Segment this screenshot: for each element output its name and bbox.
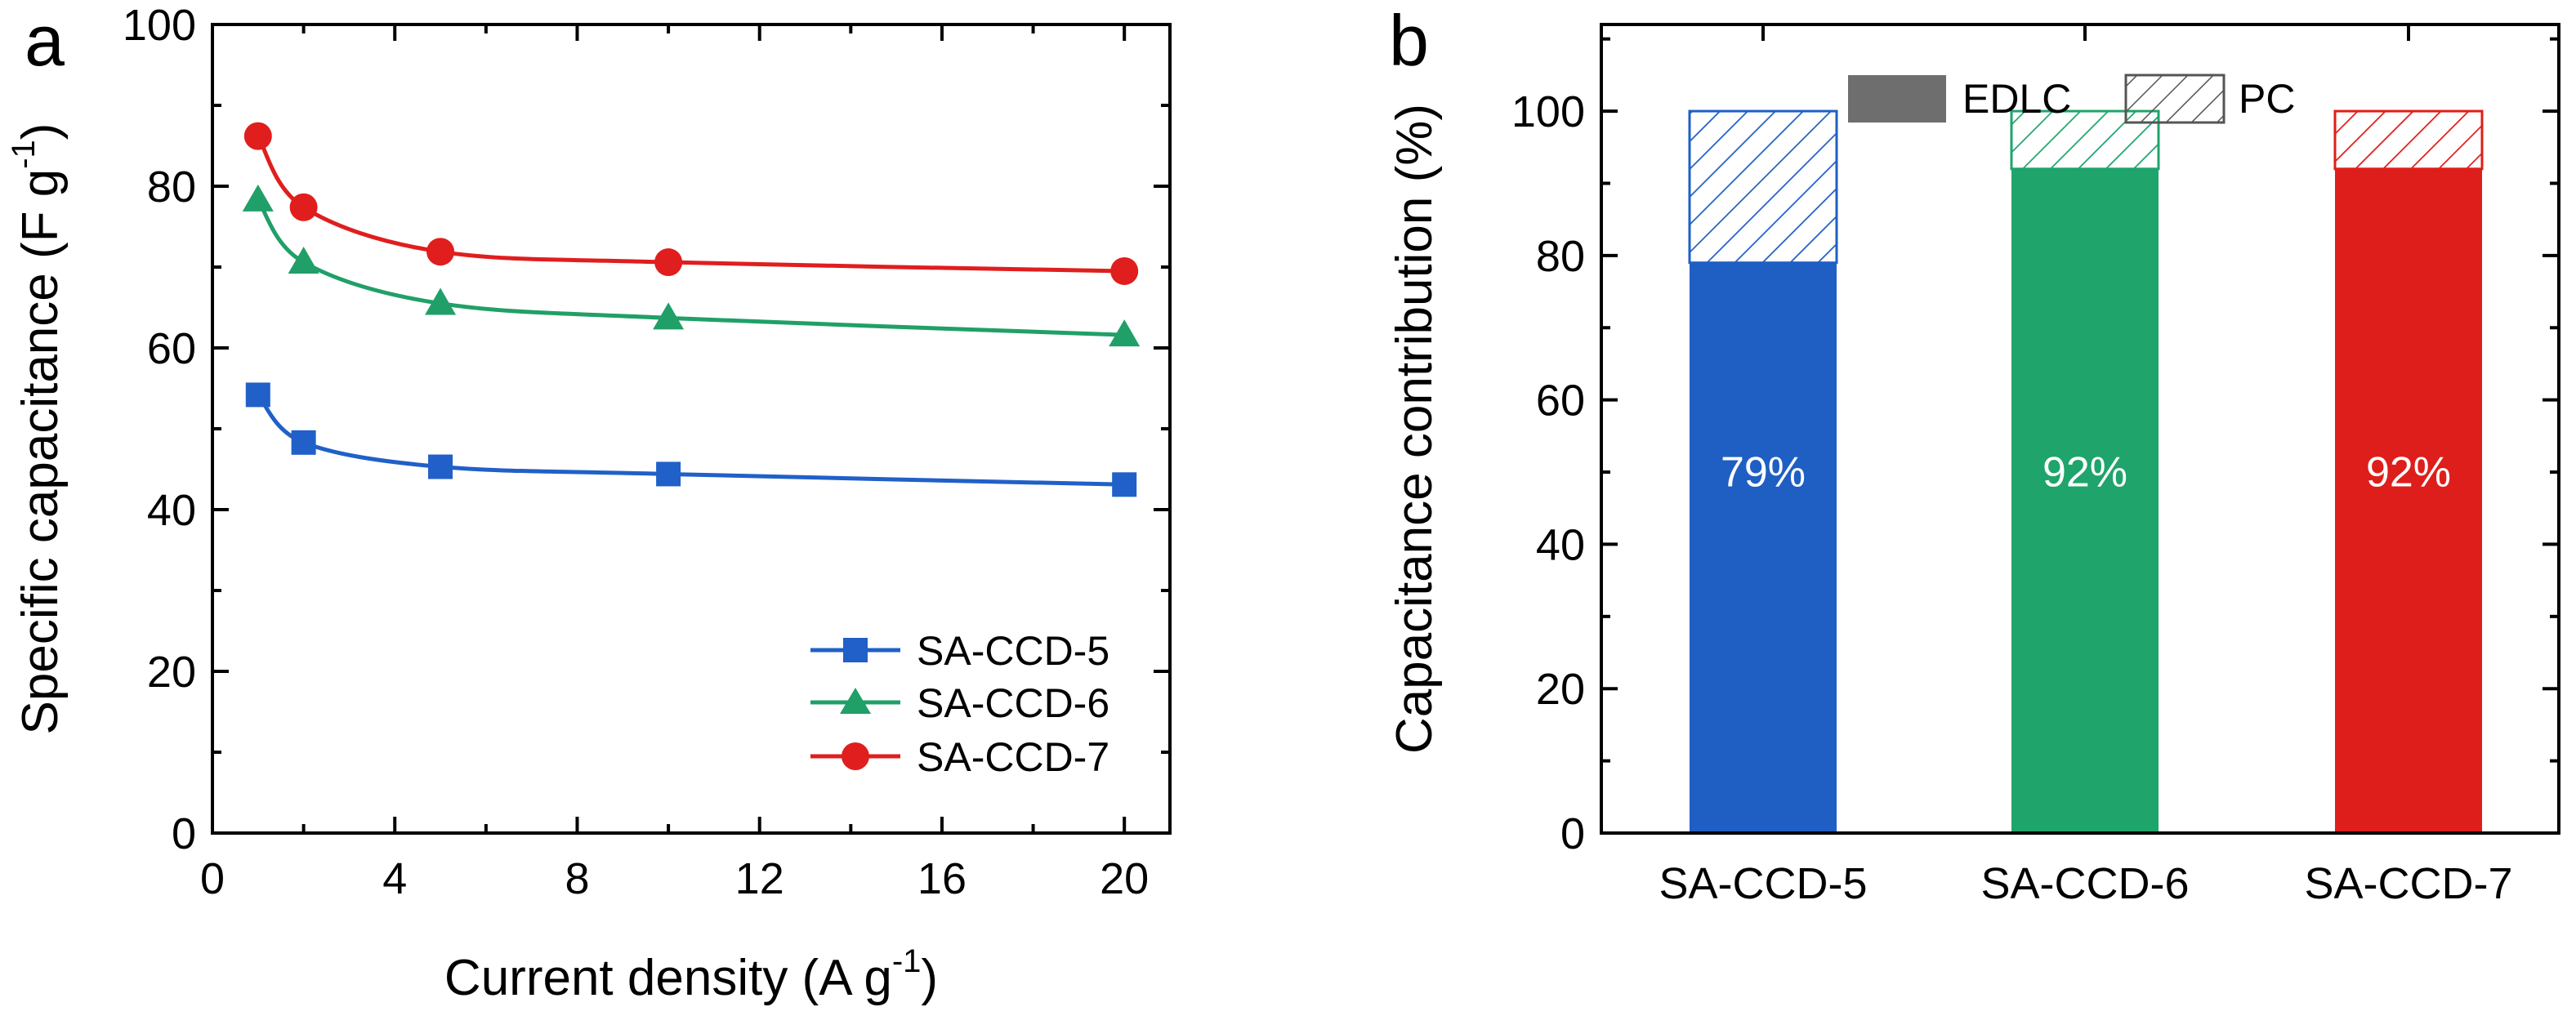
x-tick-label: 4	[382, 854, 407, 903]
y-tick-label: 20	[1536, 665, 1585, 714]
data-point-sa-ccd-7	[426, 238, 455, 266]
panel-b-legend: EDLC PC	[1848, 74, 2295, 124]
data-point-sa-ccd-7	[654, 248, 683, 277]
legend-label-sa-ccd-6: SA-CCD-6	[917, 680, 1109, 726]
data-point-sa-ccd-7	[1110, 256, 1139, 285]
bar-value-label: 92%	[2042, 449, 2127, 497]
legend-triangle-marker	[840, 688, 871, 714]
x-tick-label-sa-ccd-5: SA-CCD-5	[1659, 859, 1867, 908]
panel-a-plot-frame	[211, 23, 1172, 835]
x-tick-label: 16	[917, 854, 967, 903]
panel-a-letter: a	[25, 0, 65, 81]
x-tick-label: 20	[1100, 854, 1149, 903]
data-point-sa-ccd-6	[653, 302, 685, 330]
legend-label-edlc: EDLC	[1962, 76, 2071, 122]
data-point-sa-ccd-5	[245, 382, 270, 408]
legend-label-pc: PC	[2239, 76, 2295, 122]
y-tick-label: 60	[1536, 377, 1585, 426]
y-tick-label: 0	[172, 809, 196, 858]
series-line-sa-ccd-7	[256, 135, 1125, 274]
legend-swatch-edlc	[1848, 75, 1946, 123]
legend-item-sa-ccd-5: SA-CCD-5	[810, 628, 1109, 674]
data-point-sa-ccd-7	[243, 122, 272, 150]
bar-pc-sa-ccd-6	[2010, 109, 2160, 171]
data-point-sa-ccd-7	[289, 193, 318, 221]
y-tick-label: 100	[1511, 87, 1585, 136]
legend-item-sa-ccd-7: SA-CCD-7	[810, 734, 1109, 780]
panel-b-bar-chart: b 0 20 40 60 80 100 SA-CCD-5 SA-CCD-6 SA-CCD-7 7…	[1386, 0, 2560, 908]
x-tick-label: 8	[565, 854, 589, 903]
bar-edlc-sa-ccd-5	[1690, 262, 1837, 834]
data-point-sa-ccd-6	[425, 287, 457, 315]
series-line-sa-ccd-5	[256, 393, 1125, 487]
panel-b-plot-frame	[1600, 23, 2560, 835]
legend-swatch-pc	[2124, 74, 2226, 124]
panel-a-x-axis-title: Current density (A g-1)	[444, 943, 938, 1006]
panel-a-legend: SA-CCD-5 SA-CCD-6 SA-CCD-7	[810, 628, 1109, 780]
bar-value-label: 92%	[2366, 449, 2451, 497]
bar-pc-sa-ccd-5	[1688, 109, 1838, 265]
y-tick-label: 100	[123, 1, 196, 50]
panel-a-y-axis-title: Specific capacitance (F g-1)	[6, 123, 69, 735]
bar-edlc-sa-ccd-6	[2011, 168, 2159, 834]
legend-label-sa-ccd-5: SA-CCD-5	[917, 628, 1109, 674]
y-tick-label: 80	[147, 163, 196, 212]
bar-pc-sa-ccd-7	[2333, 109, 2484, 171]
y-tick-label: 20	[147, 648, 196, 697]
bar-value-label: 79%	[1721, 449, 1806, 497]
panel-b-letter: b	[1389, 0, 1429, 81]
data-point-sa-ccd-5	[1112, 472, 1137, 497]
legend-square-marker	[843, 638, 868, 662]
data-point-sa-ccd-5	[656, 461, 681, 487]
panel-b-y-axis-title: Capacitance contribution (%)	[1386, 104, 1443, 754]
panel-a-line-chart: a 0 4 8 12 16 20 0 20 40 60 80 100 Current density …	[6, 0, 1172, 1006]
bar-edlc-sa-ccd-7	[2335, 168, 2482, 834]
data-point-sa-ccd-6	[1109, 319, 1141, 347]
x-tick-label: 0	[200, 854, 225, 903]
y-tick-label: 40	[1536, 520, 1585, 569]
y-tick-label: 0	[1560, 809, 1585, 858]
data-point-sa-ccd-6	[242, 184, 274, 212]
x-tick-label: 12	[735, 854, 784, 903]
x-tick-label-sa-ccd-6: SA-CCD-6	[1980, 859, 2189, 908]
y-tick-label: 60	[147, 324, 196, 373]
data-point-sa-ccd-6	[288, 247, 319, 274]
data-point-sa-ccd-5	[428, 454, 453, 479]
y-tick-label: 40	[147, 486, 196, 535]
data-point-sa-ccd-5	[291, 430, 316, 455]
legend-circle-marker	[842, 742, 869, 770]
x-tick-label-sa-ccd-7: SA-CCD-7	[2304, 859, 2512, 908]
legend-label-sa-ccd-7: SA-CCD-7	[917, 734, 1109, 780]
y-tick-label: 80	[1536, 232, 1585, 281]
legend-item-sa-ccd-6: SA-CCD-6	[810, 680, 1109, 726]
